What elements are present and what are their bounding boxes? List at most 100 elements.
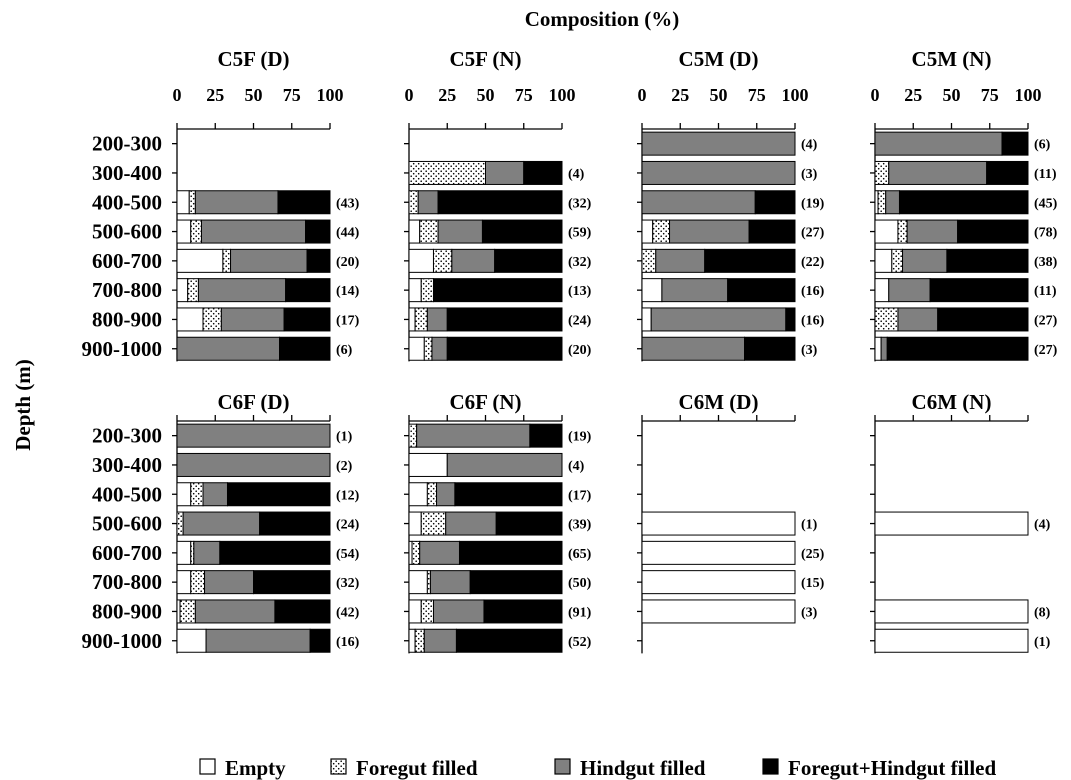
foregut-segment <box>420 599 434 624</box>
legend-label: Empty <box>225 756 286 780</box>
sample-count-label: (4) <box>1034 518 1051 533</box>
x-tick-label: 0 <box>871 85 880 105</box>
sample-count-label: (24) <box>568 313 592 328</box>
depth-label: 800-900 <box>92 307 162 331</box>
x-tick-label: 100 <box>782 85 809 105</box>
sample-count-label: (12) <box>336 488 360 503</box>
chart-title: Composition (%) <box>525 7 680 31</box>
hindgut-segment <box>641 131 796 156</box>
sample-count-label: (91) <box>568 605 592 620</box>
foregut-segment <box>420 278 434 303</box>
both-segment <box>744 336 796 361</box>
panel: C6M (N) (4) (8) (1) <box>870 390 1051 654</box>
y-axis-label: Depth (m) <box>11 359 35 451</box>
empty-segment <box>176 482 192 507</box>
sample-count-label: (1) <box>801 518 818 533</box>
panel: C5M (D) 0 25 50 75 100 (4) (3) (19) (27) (22) (16) (… <box>637 47 825 362</box>
foregut-segment <box>176 511 184 536</box>
foregut-segment <box>432 248 453 273</box>
foregut-segment <box>641 248 657 273</box>
empty-segment <box>874 248 893 273</box>
hindgut-segment <box>641 190 756 215</box>
sample-count-label: (3) <box>801 343 818 358</box>
both-segment <box>748 219 796 244</box>
both-segment <box>986 160 1029 185</box>
sample-count-label: (16) <box>336 635 360 650</box>
hindgut-segment <box>204 570 254 595</box>
both-segment <box>929 278 1029 303</box>
sample-count-label: (3) <box>801 167 818 182</box>
depth-label: 300-400 <box>92 161 162 185</box>
both-segment <box>305 219 331 244</box>
hindgut-segment <box>194 190 279 215</box>
sample-count-label: (54) <box>336 547 360 562</box>
foregut-segment <box>891 248 904 273</box>
sample-count-label: (59) <box>568 226 592 241</box>
sample-count-label: (8) <box>1034 605 1051 620</box>
both-segment <box>704 248 796 273</box>
depth-label: 200-300 <box>92 132 162 156</box>
both-segment <box>446 307 563 332</box>
hindgut-segment <box>419 540 460 565</box>
panel: C5M (N) 0 25 50 75 100 (6) (11) (45) (78) (38) (11)… <box>870 47 1058 362</box>
foregut-segment <box>187 278 199 303</box>
sample-count-label: (4) <box>568 459 585 474</box>
x-tick-label: 50 <box>943 85 961 105</box>
sample-count-label: (65) <box>568 547 592 562</box>
panels: C5F (D) 0 25 50 75 100 (43) (44) (20) (14) (17) (6)… <box>172 47 1058 654</box>
empty-segment <box>408 278 422 303</box>
panel: C6F (N) (19) (4) (17) (39) (65) (50) (91) (52) <box>404 390 592 654</box>
hindgut-segment <box>451 248 496 273</box>
sample-count-label: (42) <box>336 605 360 620</box>
sample-count-label: (17) <box>336 313 360 328</box>
hindgut-segment <box>437 219 483 244</box>
hindgut-segment <box>641 160 796 185</box>
both-segment <box>277 190 331 215</box>
depth-label: 800-900 <box>92 599 162 623</box>
hindgut-segment <box>176 336 281 361</box>
sample-count-label: (15) <box>801 576 825 591</box>
depth-label: 700-800 <box>92 570 162 594</box>
panel: C6M (D) (1) (25) (15) (3) <box>637 390 825 654</box>
x-tick-label: 25 <box>904 85 922 105</box>
sample-count-label: (22) <box>801 255 825 270</box>
hindgut-segment <box>897 307 939 332</box>
sample-count-label: (78) <box>1034 226 1058 241</box>
hindgut-segment <box>446 452 563 477</box>
hindgut-segment <box>194 599 276 624</box>
sample-count-label: (32) <box>336 576 360 591</box>
empty-segment <box>176 307 204 332</box>
hindgut-segment <box>888 278 931 303</box>
empty-segment <box>176 628 207 653</box>
empty-segment <box>176 219 192 244</box>
hindgut-segment <box>485 160 525 185</box>
sample-count-label: (14) <box>336 284 360 299</box>
empty-segment <box>408 307 416 332</box>
sample-count-label: (45) <box>1034 196 1058 211</box>
foregut-segment <box>408 190 419 215</box>
depth-label: 900-1000 <box>82 337 163 361</box>
x-tick-label: 25 <box>671 85 689 105</box>
both-segment <box>279 336 331 361</box>
legend: Empty Foregut filled Hindgut filled Foregut… <box>199 756 996 780</box>
empty-segment <box>641 219 654 244</box>
panel: C6F (D) (1) (2) (12) (24) (54) (32) (42) (16) <box>172 390 360 654</box>
legend-label: Foregut+Hindgut filled <box>788 756 996 780</box>
hindgut-segment <box>902 248 948 273</box>
both-segment <box>886 336 1029 361</box>
empty-segment <box>176 248 224 273</box>
foregut-segment <box>188 190 196 215</box>
foregut-segment <box>897 219 908 244</box>
sample-count-label: (20) <box>568 343 592 358</box>
empty-segment <box>408 219 421 244</box>
foregut-segment <box>420 511 447 536</box>
foregut-segment <box>426 482 438 507</box>
panel-title: C5F (N) <box>449 47 521 71</box>
empty-segment <box>641 511 796 536</box>
foregut-segment <box>877 190 887 215</box>
legend-label: Foregut filled <box>356 756 478 780</box>
x-tick-label: 75 <box>748 85 766 105</box>
sample-count-label: (27) <box>1034 313 1058 328</box>
both-segment <box>455 628 563 653</box>
hindgut-segment <box>417 190 439 215</box>
